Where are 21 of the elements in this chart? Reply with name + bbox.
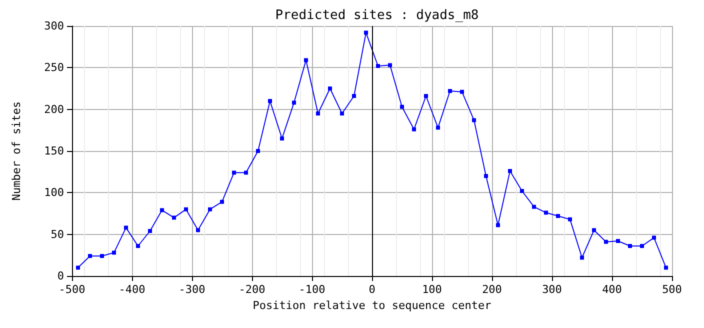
x-tick-label: -400 xyxy=(118,283,146,296)
x-tick-label: 300 xyxy=(542,283,562,296)
x-tick-label: -300 xyxy=(178,283,206,296)
y-tick-label: 0 xyxy=(57,270,64,282)
x-tick-label: -500 xyxy=(58,283,86,296)
x-tick-label: 100 xyxy=(422,283,442,296)
y-tick-label: 100 xyxy=(44,186,64,200)
y-tick-label: 50 xyxy=(50,228,64,241)
x-tick-label: 500 xyxy=(662,283,682,296)
x-tick-label: 400 xyxy=(602,283,622,296)
y-tick-label: 200 xyxy=(44,102,64,116)
x-tick-label: -100 xyxy=(298,283,326,296)
x-tick-label: 0 xyxy=(368,283,376,296)
x-tick-label: 200 xyxy=(482,283,502,296)
chart-title: Predicted sites : dyads_m8 xyxy=(275,8,479,23)
x-tick-label: -200 xyxy=(238,283,266,296)
y-tick-label: 150 xyxy=(44,144,64,158)
y-tick-label: 250 xyxy=(44,61,64,74)
y-tick-label: 300 xyxy=(44,20,64,32)
x-axis-title: Position relative to sequence center xyxy=(252,298,492,312)
y-axis-title: Number of sites xyxy=(10,101,23,201)
